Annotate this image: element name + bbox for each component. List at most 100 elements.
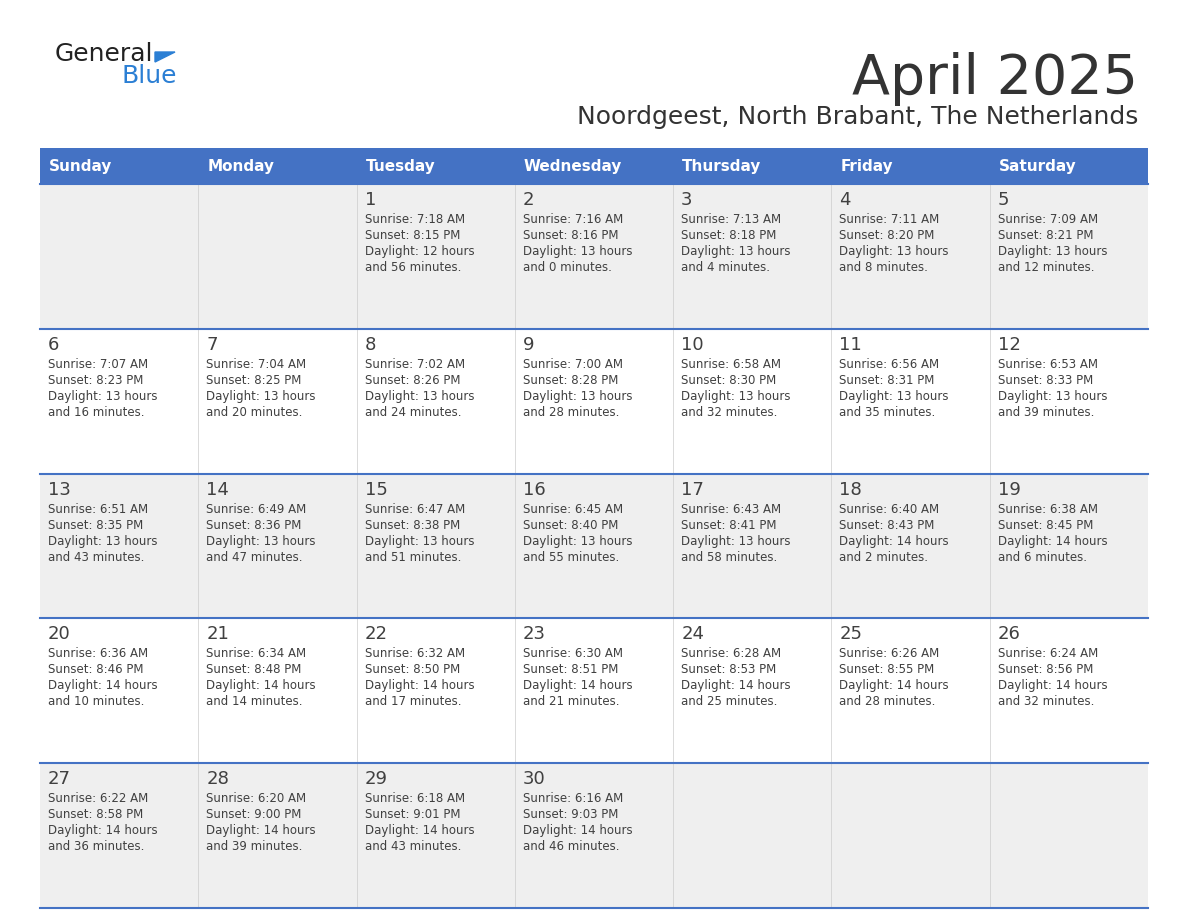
Text: Daylight: 14 hours: Daylight: 14 hours bbox=[998, 679, 1107, 692]
Text: Sunset: 9:01 PM: Sunset: 9:01 PM bbox=[365, 808, 460, 822]
Bar bbox=[832, 148, 990, 184]
Text: 26: 26 bbox=[998, 625, 1020, 644]
Bar bbox=[990, 148, 1148, 184]
Bar bbox=[40, 148, 198, 184]
Text: Sunrise: 6:49 AM: Sunrise: 6:49 AM bbox=[207, 502, 307, 516]
Text: and 2 minutes.: and 2 minutes. bbox=[840, 551, 929, 564]
Text: Daylight: 14 hours: Daylight: 14 hours bbox=[998, 534, 1107, 548]
Text: Tuesday: Tuesday bbox=[366, 159, 435, 174]
Text: and 47 minutes.: and 47 minutes. bbox=[207, 551, 303, 564]
Text: 21: 21 bbox=[207, 625, 229, 644]
Text: and 32 minutes.: and 32 minutes. bbox=[998, 696, 1094, 709]
Text: and 51 minutes.: and 51 minutes. bbox=[365, 551, 461, 564]
Text: and 6 minutes.: and 6 minutes. bbox=[998, 551, 1087, 564]
Text: Sunrise: 6:30 AM: Sunrise: 6:30 AM bbox=[523, 647, 623, 660]
Text: Sunset: 8:58 PM: Sunset: 8:58 PM bbox=[48, 808, 144, 822]
Text: 17: 17 bbox=[681, 481, 704, 498]
Text: Sunset: 8:33 PM: Sunset: 8:33 PM bbox=[998, 374, 1093, 386]
Text: Wednesday: Wednesday bbox=[524, 159, 623, 174]
Text: Daylight: 13 hours: Daylight: 13 hours bbox=[840, 245, 949, 258]
Text: Sunrise: 7:02 AM: Sunrise: 7:02 AM bbox=[365, 358, 465, 371]
Text: and 20 minutes.: and 20 minutes. bbox=[207, 406, 303, 419]
Polygon shape bbox=[154, 52, 175, 62]
Text: 3: 3 bbox=[681, 191, 693, 209]
Text: and 39 minutes.: and 39 minutes. bbox=[207, 840, 303, 853]
Text: Sunset: 9:03 PM: Sunset: 9:03 PM bbox=[523, 808, 618, 822]
Text: and 36 minutes.: and 36 minutes. bbox=[48, 840, 145, 853]
Text: 12: 12 bbox=[998, 336, 1020, 353]
Text: Sunrise: 6:22 AM: Sunrise: 6:22 AM bbox=[48, 792, 148, 805]
Text: 14: 14 bbox=[207, 481, 229, 498]
Text: and 35 minutes.: and 35 minutes. bbox=[840, 406, 936, 419]
Text: and 46 minutes.: and 46 minutes. bbox=[523, 840, 619, 853]
Bar bbox=[40, 763, 1148, 908]
Text: and 56 minutes.: and 56 minutes. bbox=[365, 261, 461, 274]
Text: Sunrise: 6:47 AM: Sunrise: 6:47 AM bbox=[365, 502, 465, 516]
Text: Daylight: 14 hours: Daylight: 14 hours bbox=[365, 679, 474, 692]
Text: 10: 10 bbox=[681, 336, 703, 353]
Text: Sunset: 8:23 PM: Sunset: 8:23 PM bbox=[48, 374, 144, 386]
Text: Daylight: 13 hours: Daylight: 13 hours bbox=[998, 245, 1107, 258]
Text: Sunset: 8:35 PM: Sunset: 8:35 PM bbox=[48, 519, 144, 532]
Text: Daylight: 13 hours: Daylight: 13 hours bbox=[48, 390, 158, 403]
Text: Sunrise: 6:16 AM: Sunrise: 6:16 AM bbox=[523, 792, 624, 805]
Text: Sunrise: 6:32 AM: Sunrise: 6:32 AM bbox=[365, 647, 465, 660]
Text: Sunset: 8:48 PM: Sunset: 8:48 PM bbox=[207, 664, 302, 677]
Text: Monday: Monday bbox=[207, 159, 274, 174]
Text: Sunrise: 7:04 AM: Sunrise: 7:04 AM bbox=[207, 358, 307, 371]
Text: 20: 20 bbox=[48, 625, 71, 644]
Text: Sunset: 8:31 PM: Sunset: 8:31 PM bbox=[840, 374, 935, 386]
Text: Sunset: 8:21 PM: Sunset: 8:21 PM bbox=[998, 229, 1093, 242]
Text: and 28 minutes.: and 28 minutes. bbox=[523, 406, 619, 419]
Text: Sunrise: 6:51 AM: Sunrise: 6:51 AM bbox=[48, 502, 148, 516]
Text: Daylight: 14 hours: Daylight: 14 hours bbox=[840, 534, 949, 548]
Text: 15: 15 bbox=[365, 481, 387, 498]
Text: and 4 minutes.: and 4 minutes. bbox=[681, 261, 770, 274]
Text: General: General bbox=[55, 42, 153, 66]
Text: Sunset: 8:28 PM: Sunset: 8:28 PM bbox=[523, 374, 618, 386]
Text: Sunset: 8:43 PM: Sunset: 8:43 PM bbox=[840, 519, 935, 532]
Text: Sunrise: 6:45 AM: Sunrise: 6:45 AM bbox=[523, 502, 623, 516]
Text: 9: 9 bbox=[523, 336, 535, 353]
Text: 22: 22 bbox=[365, 625, 387, 644]
Text: Daylight: 14 hours: Daylight: 14 hours bbox=[207, 679, 316, 692]
Text: Sunset: 8:15 PM: Sunset: 8:15 PM bbox=[365, 229, 460, 242]
Text: Thursday: Thursday bbox=[682, 159, 762, 174]
Text: Daylight: 13 hours: Daylight: 13 hours bbox=[365, 534, 474, 548]
Text: Sunset: 8:26 PM: Sunset: 8:26 PM bbox=[365, 374, 460, 386]
Text: Sunset: 8:56 PM: Sunset: 8:56 PM bbox=[998, 664, 1093, 677]
Text: 23: 23 bbox=[523, 625, 545, 644]
Text: Daylight: 13 hours: Daylight: 13 hours bbox=[365, 390, 474, 403]
Text: 1: 1 bbox=[365, 191, 375, 209]
Text: Sunset: 8:51 PM: Sunset: 8:51 PM bbox=[523, 664, 618, 677]
Text: Sunset: 8:16 PM: Sunset: 8:16 PM bbox=[523, 229, 619, 242]
Text: Sunrise: 6:43 AM: Sunrise: 6:43 AM bbox=[681, 502, 782, 516]
Text: 30: 30 bbox=[523, 770, 545, 789]
Text: Daylight: 14 hours: Daylight: 14 hours bbox=[48, 824, 158, 837]
Text: Daylight: 13 hours: Daylight: 13 hours bbox=[523, 534, 632, 548]
Text: Sunset: 8:25 PM: Sunset: 8:25 PM bbox=[207, 374, 302, 386]
Text: and 28 minutes.: and 28 minutes. bbox=[840, 696, 936, 709]
Text: 8: 8 bbox=[365, 336, 375, 353]
Text: Daylight: 13 hours: Daylight: 13 hours bbox=[48, 534, 158, 548]
Text: and 32 minutes.: and 32 minutes. bbox=[681, 406, 777, 419]
Text: and 8 minutes.: and 8 minutes. bbox=[840, 261, 928, 274]
Text: and 39 minutes.: and 39 minutes. bbox=[998, 406, 1094, 419]
Text: Daylight: 13 hours: Daylight: 13 hours bbox=[681, 534, 791, 548]
Text: Daylight: 13 hours: Daylight: 13 hours bbox=[998, 390, 1107, 403]
Text: Daylight: 13 hours: Daylight: 13 hours bbox=[207, 534, 316, 548]
Text: and 24 minutes.: and 24 minutes. bbox=[365, 406, 461, 419]
Text: and 21 minutes.: and 21 minutes. bbox=[523, 696, 619, 709]
Bar bbox=[356, 148, 514, 184]
Text: Sunrise: 6:26 AM: Sunrise: 6:26 AM bbox=[840, 647, 940, 660]
Text: 5: 5 bbox=[998, 191, 1010, 209]
Text: Daylight: 14 hours: Daylight: 14 hours bbox=[681, 679, 791, 692]
Text: Daylight: 13 hours: Daylight: 13 hours bbox=[681, 245, 791, 258]
Text: Sunrise: 7:16 AM: Sunrise: 7:16 AM bbox=[523, 213, 624, 226]
Text: Daylight: 13 hours: Daylight: 13 hours bbox=[840, 390, 949, 403]
Text: Sunday: Sunday bbox=[49, 159, 113, 174]
Text: and 16 minutes.: and 16 minutes. bbox=[48, 406, 145, 419]
Text: Noordgeest, North Brabant, The Netherlands: Noordgeest, North Brabant, The Netherlan… bbox=[576, 105, 1138, 129]
Text: Sunrise: 6:56 AM: Sunrise: 6:56 AM bbox=[840, 358, 940, 371]
Text: and 0 minutes.: and 0 minutes. bbox=[523, 261, 612, 274]
